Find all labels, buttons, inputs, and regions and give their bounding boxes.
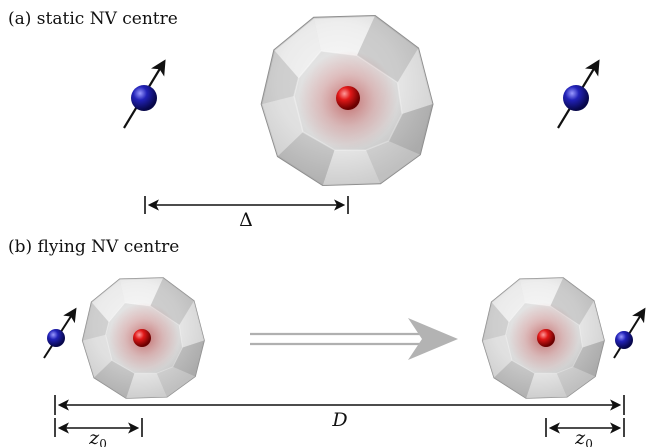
nanodiamond-end <box>481 277 605 399</box>
nv-centre-icon <box>133 329 151 347</box>
nv-centre-icon <box>336 86 360 110</box>
flight-arrow <box>250 318 458 360</box>
offset-z0-left: z0 <box>54 418 143 447</box>
spin-sphere-icon <box>131 85 157 111</box>
spin-sphere-icon <box>563 85 589 111</box>
distance-d: D <box>54 395 625 431</box>
spin-left-a <box>123 59 166 129</box>
arrow-head-icon <box>408 318 458 360</box>
panel-b-label: (b) flying NV centre <box>8 237 179 257</box>
spin-sphere-icon <box>47 329 65 347</box>
nanodiamond-start <box>81 277 205 399</box>
spin-left-b <box>43 307 77 359</box>
offset-z0-right: z0 <box>545 418 625 447</box>
d-label: D <box>331 409 347 431</box>
nv-centre-icon <box>537 329 555 347</box>
z0-right-label: z0 <box>574 427 593 447</box>
spin-right-a <box>557 59 600 129</box>
nanodiamond-static <box>260 14 434 187</box>
panel-a-label: (a) static NV centre <box>8 9 178 29</box>
z0-left-label: z0 <box>88 427 107 447</box>
delta-label: Δ <box>239 209 253 231</box>
spin-right-b <box>613 307 646 359</box>
distance-delta: Δ <box>144 196 349 231</box>
spin-sphere-icon <box>615 331 633 349</box>
